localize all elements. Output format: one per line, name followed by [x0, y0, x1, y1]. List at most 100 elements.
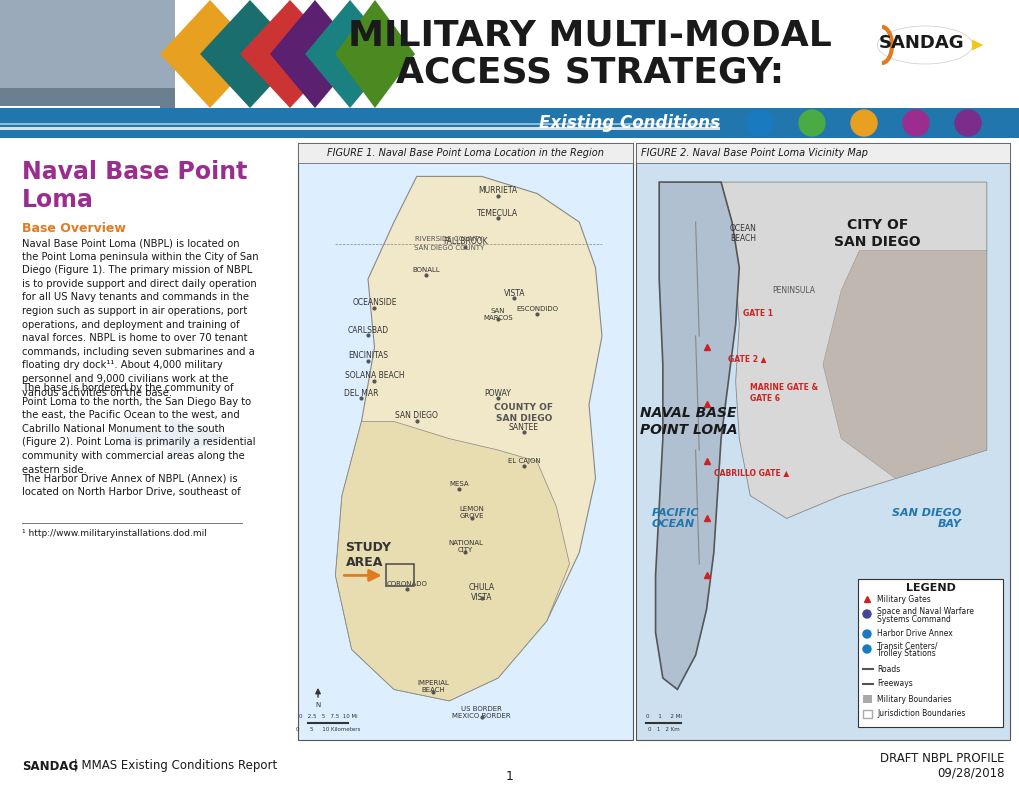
Text: Transit Centers/: Transit Centers/	[876, 641, 936, 651]
Text: ESCONDIDO: ESCONDIDO	[516, 306, 557, 311]
Polygon shape	[239, 54, 339, 108]
Text: TEMECULA: TEMECULA	[477, 209, 518, 218]
Polygon shape	[270, 0, 360, 54]
Circle shape	[862, 610, 870, 618]
Text: MESA: MESA	[448, 481, 469, 487]
Text: SANDAG: SANDAG	[22, 760, 78, 772]
Text: Military Boundaries: Military Boundaries	[876, 694, 951, 704]
Text: DEL MAR: DEL MAR	[344, 388, 378, 397]
Text: MILITARY MULTI-MODAL: MILITARY MULTI-MODAL	[347, 18, 832, 52]
Text: Systems Command: Systems Command	[876, 615, 950, 623]
Circle shape	[798, 110, 824, 136]
Text: FIGURE 2. Naval Base Point Loma Vicinity Map: FIGURE 2. Naval Base Point Loma Vicinity…	[640, 148, 867, 158]
Text: RIVERSIDE COUNTY: RIVERSIDE COUNTY	[415, 236, 483, 242]
Bar	[0, 106, 160, 110]
Polygon shape	[334, 54, 415, 108]
Text: Military Gates: Military Gates	[876, 594, 930, 604]
Bar	[857, 579, 1002, 727]
Polygon shape	[120, 418, 229, 458]
Bar	[0, 127, 719, 130]
Polygon shape	[305, 0, 394, 54]
Text: Naval Base Point Loma (NBPL) is located on
the Point Loma peninsula within the C: Naval Base Point Loma (NBPL) is located …	[22, 238, 259, 398]
Text: SAN DIEGO COUNTY: SAN DIEGO COUNTY	[414, 244, 484, 251]
Circle shape	[902, 110, 928, 136]
Text: SANDAG: SANDAG	[878, 34, 964, 52]
Polygon shape	[270, 54, 360, 108]
Text: Freeways: Freeways	[876, 679, 912, 689]
Text: CARLSBAD: CARLSBAD	[347, 325, 388, 335]
Text: Trolley Stations: Trolley Stations	[876, 649, 934, 659]
Text: CORONADO: CORONADO	[386, 581, 427, 587]
Circle shape	[746, 110, 772, 136]
Text: NATIONAL
CITY: NATIONAL CITY	[447, 541, 483, 553]
Polygon shape	[822, 251, 985, 478]
Text: GATE 1: GATE 1	[742, 309, 772, 318]
Bar	[0, 0, 175, 88]
Polygon shape	[239, 0, 339, 54]
Text: NAVAL BASE
POINT LOMA: NAVAL BASE POINT LOMA	[639, 407, 737, 437]
Text: SOLANA BEACH: SOLANA BEACH	[344, 371, 404, 381]
Text: SANTEE: SANTEE	[508, 422, 538, 432]
Polygon shape	[200, 54, 300, 108]
Polygon shape	[305, 54, 394, 108]
Polygon shape	[655, 182, 739, 690]
Text: ACCESS STRATEGY:: ACCESS STRATEGY:	[395, 55, 784, 89]
Polygon shape	[335, 422, 569, 701]
Bar	[0, 123, 719, 125]
Circle shape	[850, 110, 876, 136]
Text: GATE 2 ▲: GATE 2 ▲	[728, 355, 766, 363]
Bar	[298, 143, 633, 163]
Text: N: N	[315, 702, 320, 708]
Text: Existing Conditions: Existing Conditions	[538, 114, 719, 132]
Text: 09/28/2018: 09/28/2018	[936, 767, 1004, 779]
Text: MARINE GATE &
GATE 6: MARINE GATE & GATE 6	[749, 383, 817, 403]
Ellipse shape	[876, 26, 971, 64]
Text: SAN DIEGO: SAN DIEGO	[395, 411, 438, 420]
Text: ENCINITAS: ENCINITAS	[347, 351, 387, 360]
Text: Jurisdiction Boundaries: Jurisdiction Boundaries	[876, 709, 964, 719]
Polygon shape	[200, 0, 300, 54]
Text: MURRIETA: MURRIETA	[478, 186, 517, 195]
Text: Harbor Drive Annex: Harbor Drive Annex	[876, 630, 952, 638]
Text: CABRILLO GATE ▲: CABRILLO GATE ▲	[713, 468, 789, 478]
Circle shape	[954, 110, 980, 136]
Bar	[636, 143, 1009, 163]
Text: ¹ http://www.militaryinstallations.dod.mil: ¹ http://www.militaryinstallations.dod.m…	[22, 529, 207, 538]
Polygon shape	[160, 54, 260, 108]
Text: The Harbor Drive Annex of NBPL (Annex) is
located on North Harbor Drive, southea: The Harbor Drive Annex of NBPL (Annex) i…	[22, 473, 240, 496]
Text: OCEAN
BEACH: OCEAN BEACH	[729, 224, 756, 243]
Text: 1: 1	[505, 770, 514, 782]
Text: OCEANSIDE: OCEANSIDE	[352, 299, 396, 307]
Bar	[0, 88, 175, 108]
Text: FIGURE 1. Naval Base Point Loma Location in the Region: FIGURE 1. Naval Base Point Loma Location…	[327, 148, 603, 158]
Text: Base Overview: Base Overview	[22, 222, 125, 235]
Text: FALLBROOK: FALLBROOK	[442, 237, 487, 247]
Text: LEMON
GROVE: LEMON GROVE	[460, 506, 484, 519]
Bar	[862, 695, 871, 703]
Text: Loma: Loma	[22, 188, 94, 212]
Text: CHULA
VISTA: CHULA VISTA	[468, 583, 494, 602]
Text: VISTA: VISTA	[503, 288, 525, 298]
Text: The base is bordered by the community of
Point Loma to the north, the San Diego : The base is bordered by the community of…	[22, 383, 255, 474]
Text: SAN
MARCOS: SAN MARCOS	[483, 308, 513, 321]
Bar	[636, 143, 1009, 740]
Polygon shape	[720, 182, 985, 519]
Text: PACIFIC
OCEAN: PACIFIC OCEAN	[651, 507, 699, 530]
Text: 0      5     10 Kilometers: 0 5 10 Kilometers	[296, 727, 360, 732]
Text: PENINSULA: PENINSULA	[771, 286, 814, 295]
Text: COUNTY OF
SAN DIEGO: COUNTY OF SAN DIEGO	[494, 403, 553, 422]
Circle shape	[862, 645, 870, 653]
Bar	[0, 108, 1019, 138]
Text: BONALL: BONALL	[413, 267, 440, 273]
Text: | MMAS Existing Conditions Report: | MMAS Existing Conditions Report	[70, 760, 277, 772]
Text: STUDY
AREA: STUDY AREA	[345, 541, 391, 570]
Text: 0   2.5   5   7.5  10 Mi: 0 2.5 5 7.5 10 Mi	[299, 714, 357, 719]
Circle shape	[862, 630, 870, 638]
Polygon shape	[334, 0, 415, 54]
Text: 0     1     2 Mi: 0 1 2 Mi	[645, 714, 682, 719]
Text: SAN DIEGO
BAY: SAN DIEGO BAY	[891, 507, 960, 530]
Text: 0   1   2 Km: 0 1 2 Km	[647, 727, 680, 732]
Polygon shape	[335, 177, 601, 701]
Polygon shape	[160, 0, 260, 54]
Text: Naval Base Point: Naval Base Point	[22, 160, 248, 184]
